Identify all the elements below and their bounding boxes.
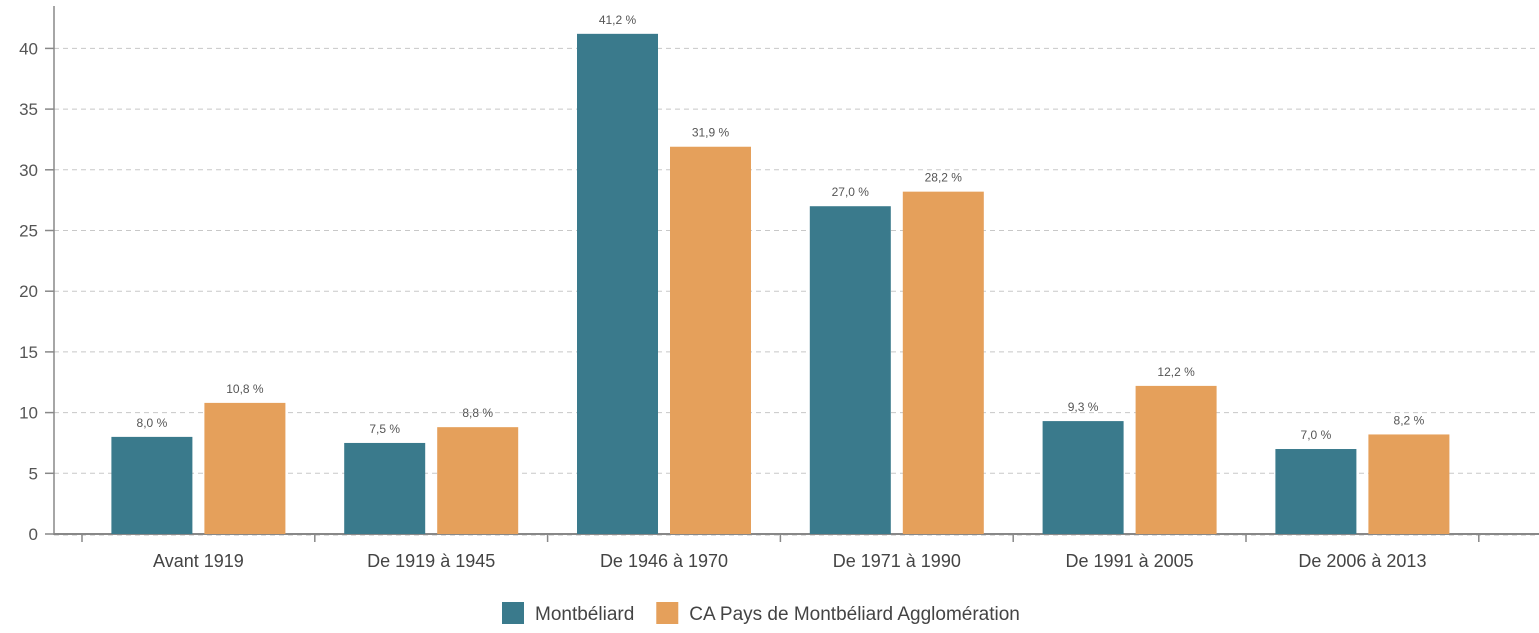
bar: [809, 206, 891, 534]
bar: [204, 402, 286, 534]
legend-swatch: [656, 602, 679, 624]
data-label: 9,3 %: [1068, 400, 1099, 414]
legend: Montbéliard CA Pays de Montbéliard Agglom…: [502, 602, 1020, 625]
data-label: 8,8 %: [462, 406, 493, 420]
y-tick-label: 5: [29, 464, 38, 483]
data-label: 31,9 %: [692, 126, 730, 140]
data-label: 27,0 %: [832, 185, 870, 199]
data-label: 7,5 %: [369, 422, 400, 436]
y-tick-label: 40: [19, 39, 38, 58]
bar: [1368, 434, 1450, 534]
x-tick-label: De 1946 à 1970: [600, 551, 728, 571]
bar: [577, 33, 658, 534]
x-tick-label: De 1991 à 2005: [1066, 551, 1194, 571]
bar: [1275, 449, 1357, 534]
data-label: 10,8 %: [226, 382, 264, 396]
data-label: 28,2 %: [925, 171, 963, 185]
data-labels: 8,0 % 7,5 % 41,2 % 27,0 % 9,3 % 7,0 % 10,8 % 8,…: [137, 13, 1425, 442]
y-tick-label: 25: [19, 222, 38, 241]
bar: [344, 442, 426, 534]
x-tick-label: De 1919 à 1945: [367, 551, 495, 571]
bar: [1135, 385, 1217, 534]
data-label: 8,2 %: [1394, 413, 1425, 427]
bar: [902, 191, 984, 535]
bar: [111, 436, 193, 534]
data-label: 8,0 %: [137, 416, 168, 430]
x-tick-label: De 2006 à 2013: [1298, 551, 1426, 571]
bar: [437, 427, 519, 534]
data-label: 12,2 %: [1157, 365, 1195, 379]
y-tick-label: 10: [19, 404, 38, 423]
y-tick-label: 20: [19, 282, 38, 301]
y-tick-label: 0: [29, 525, 38, 544]
x-tick-label: De 1971 à 1990: [833, 551, 961, 571]
legend-label: Montbéliard: [535, 604, 634, 625]
data-label: 41,2 %: [599, 13, 637, 27]
bar: [1042, 421, 1124, 534]
bars: [111, 33, 1450, 535]
x-tick-label: Avant 1919: [153, 551, 244, 571]
legend-swatch: [502, 602, 524, 624]
legend-label: CA Pays de Montbéliard Agglomération: [689, 604, 1020, 625]
data-label: 7,0 %: [1301, 428, 1332, 442]
y-tick-label: 30: [19, 161, 38, 180]
bar: [670, 146, 751, 534]
y-tick-label: 35: [19, 100, 38, 119]
y-tick-label: 15: [19, 343, 38, 362]
